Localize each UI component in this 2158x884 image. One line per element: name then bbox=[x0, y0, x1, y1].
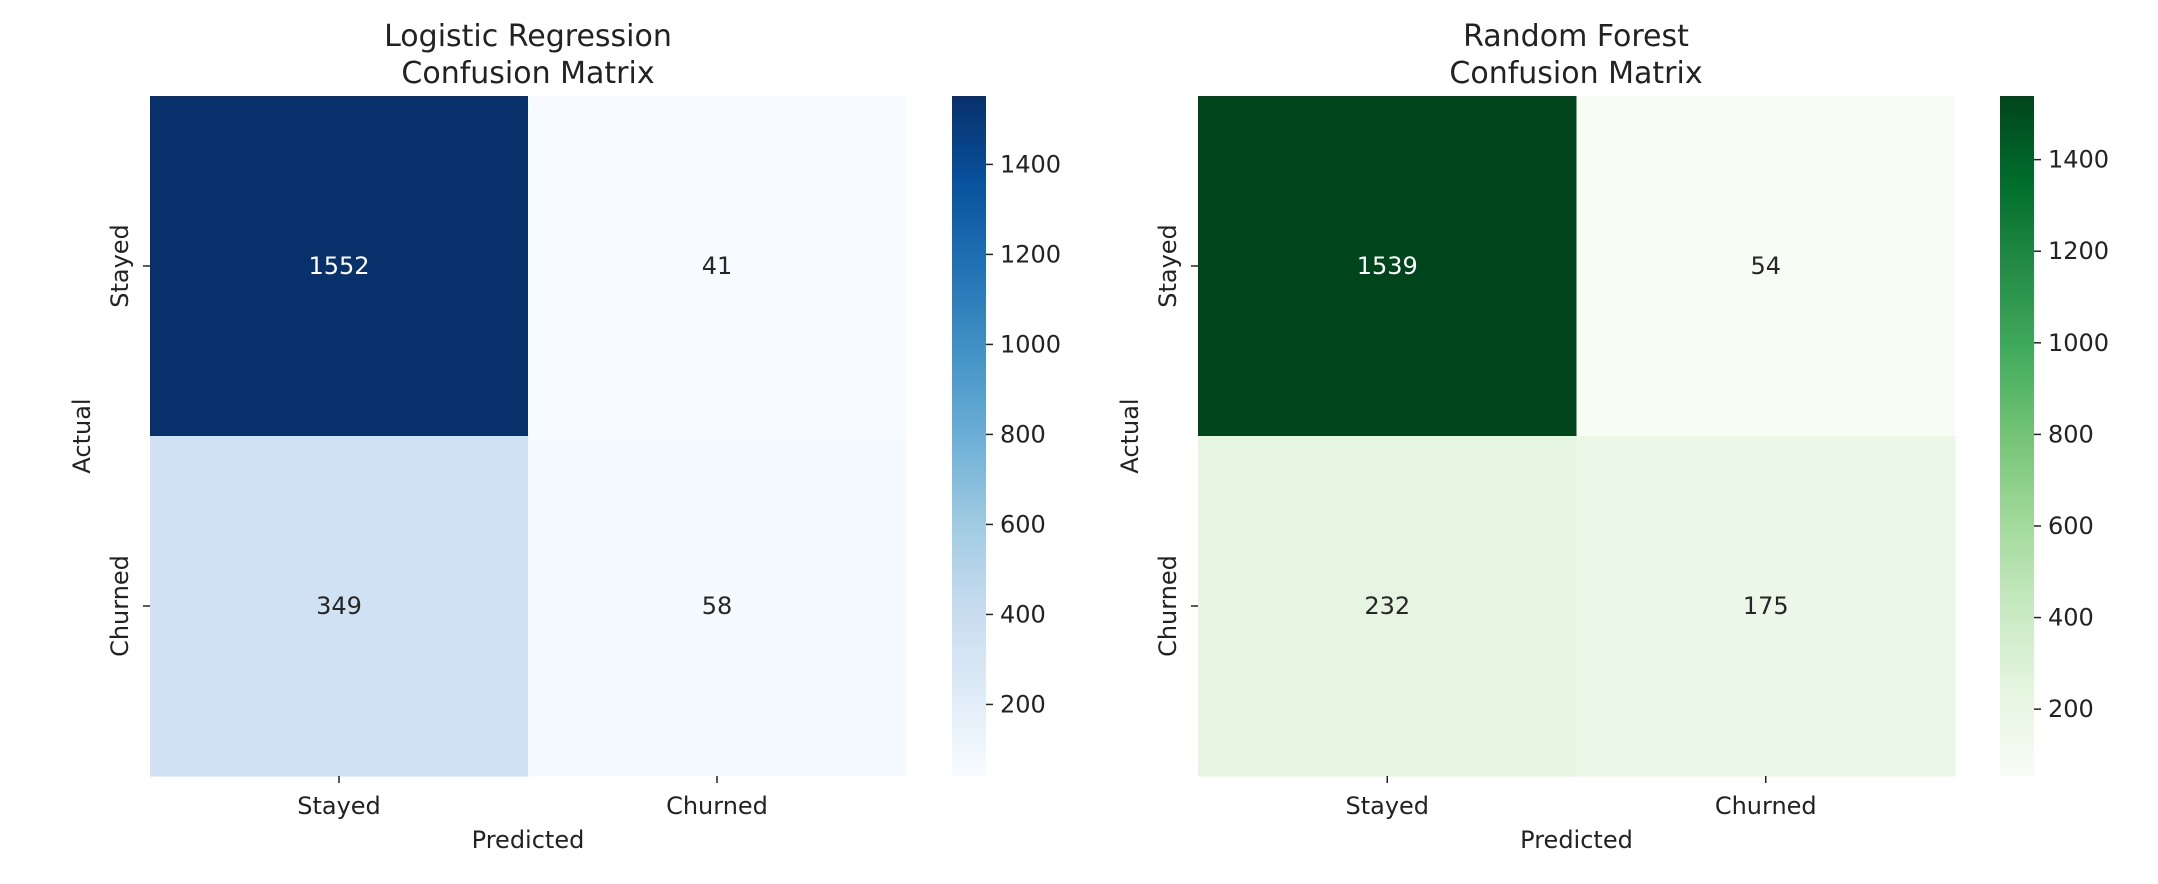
colorbar-tick-label: 1200 bbox=[2048, 237, 2109, 265]
heatmap-cell bbox=[528, 436, 907, 777]
heatmap-cell bbox=[150, 96, 529, 437]
x-axis-label: Predicted bbox=[472, 826, 585, 854]
colorbar-tick-label: 1400 bbox=[1000, 150, 1061, 178]
colorbar-tick-label: 600 bbox=[2048, 512, 2094, 540]
cell-value-label: 58 bbox=[702, 592, 733, 620]
colorbar-tick-label: 200 bbox=[2048, 695, 2094, 723]
colorbar-tick-label: 200 bbox=[1000, 690, 1046, 718]
y-axis-label: Actual bbox=[68, 398, 96, 473]
x-axis-label: Predicted bbox=[1520, 826, 1633, 854]
x-tick-label: Churned bbox=[1715, 792, 1817, 820]
cell-value-label: 41 bbox=[702, 252, 733, 280]
x-tick-label: Stayed bbox=[297, 792, 381, 820]
x-tick-label: Churned bbox=[666, 792, 768, 820]
colorbar-tick-label: 1400 bbox=[2048, 146, 2109, 174]
colorbar-tick-label: 400 bbox=[1000, 600, 1046, 628]
x-tick-label: Stayed bbox=[1345, 792, 1429, 820]
colorbar-tick-label: 1000 bbox=[2048, 329, 2109, 357]
colorbar-tick-label: 1200 bbox=[1000, 240, 1061, 268]
chart-title: Logistic Regression bbox=[384, 19, 672, 54]
y-axis-label: Actual bbox=[1116, 398, 1144, 473]
colorbar-tick-label: 800 bbox=[1000, 420, 1046, 448]
chart-title: Random Forest bbox=[1463, 19, 1689, 54]
heatmap-cell bbox=[528, 96, 907, 437]
colorbar bbox=[952, 96, 986, 776]
cell-value-label: 175 bbox=[1743, 592, 1789, 620]
cell-value-label: 349 bbox=[316, 592, 362, 620]
heatmap-cell bbox=[1198, 96, 1577, 437]
y-tick-label: Churned bbox=[106, 555, 134, 657]
cell-value-label: 1539 bbox=[1357, 252, 1418, 280]
heatmap-cell bbox=[1198, 436, 1577, 777]
colorbar-tick-label: 400 bbox=[2048, 604, 2094, 632]
heatmap-cell bbox=[1576, 96, 1956, 437]
y-tick-label: Churned bbox=[1154, 555, 1182, 657]
chart-title: Confusion Matrix bbox=[1449, 56, 1702, 91]
chart-title: Confusion Matrix bbox=[401, 56, 654, 91]
heatmap-cell bbox=[150, 436, 529, 777]
cell-value-label: 54 bbox=[1750, 252, 1781, 280]
y-tick-label: Stayed bbox=[106, 224, 134, 308]
cell-value-label: 232 bbox=[1364, 592, 1410, 620]
heatmap-cell bbox=[1576, 436, 1956, 777]
colorbar-tick-label: 600 bbox=[1000, 510, 1046, 538]
colorbar bbox=[2000, 96, 2034, 776]
cell-value-label: 1552 bbox=[308, 252, 369, 280]
colorbar-tick-label: 800 bbox=[2048, 420, 2094, 448]
colorbar-tick-label: 1000 bbox=[1000, 330, 1061, 358]
y-tick-label: Stayed bbox=[1154, 224, 1182, 308]
